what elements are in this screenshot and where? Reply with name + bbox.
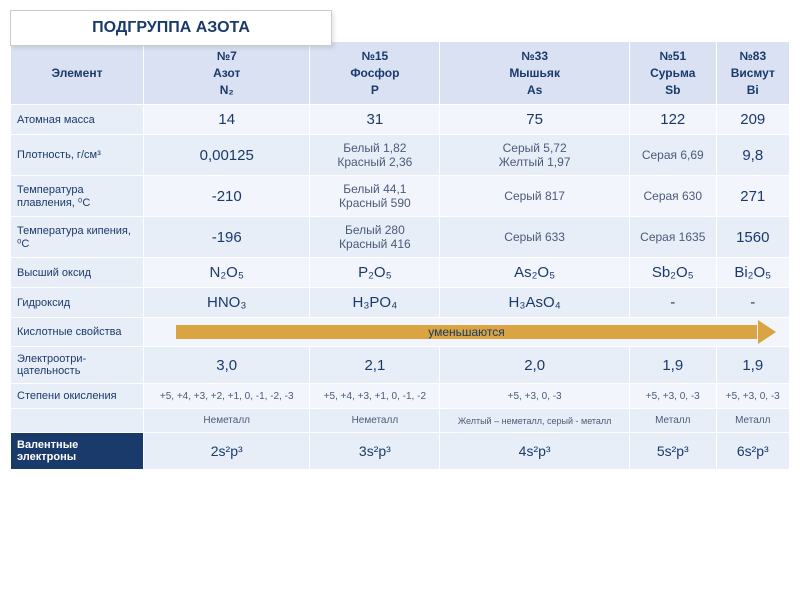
col-bi: №83ВисмутBi (716, 42, 789, 105)
cell-density-as: Серый 5,72Желтый 1,97 (440, 135, 630, 176)
row-melt: Температура плавления, ⁰С -210 Белый 44,… (11, 176, 790, 217)
row-oxstate: Степени окисления +5, +4, +3, +2, +1, 0,… (11, 384, 790, 409)
row-metal: Неметалл Неметалл Желтый – неметалл, сер… (11, 409, 790, 433)
row-hydroxide: Гидроксид HNO₃ H₃PO₄ H₃AsO₄ - - (11, 288, 790, 318)
row-oxide: Высший оксид N₂O₅ P₂O₅ As₂O₅ Sb₂O₅ Bi₂O₅ (11, 258, 790, 288)
row-mass: Атомная масса 14 31 75 122 209 (11, 105, 790, 135)
page-title: ПОДГРУППА АЗОТА (10, 10, 332, 46)
row-acid: Кислотные свойства уменьшаются (11, 318, 790, 347)
row-valence: Валентные электроны 2s²p³ 3s²p³ 4s²p³ 5s… (11, 433, 790, 470)
col-n: №7АзотN₂ (144, 42, 310, 105)
trend-arrow: уменьшаются (144, 318, 789, 346)
col-p: №15ФосфорP (310, 42, 440, 105)
col-sb: №51СурьмаSb (629, 42, 716, 105)
row-density: Плотность, г/см³ 0,00125 Белый 1,82Красн… (11, 135, 790, 176)
row-electroneg: Электроотри-цательность 3,0 2,1 2,0 1,9 … (11, 347, 790, 384)
col-element: Элемент (11, 42, 144, 105)
cell-density-p: Белый 1,82Красный 2,36 (310, 135, 440, 176)
cell-boil-p: Белый 280Красный 416 (310, 217, 440, 258)
row-boil: Температура кипения, ⁰С -196 Белый 280Кр… (11, 217, 790, 258)
cell-melt-p: Белый 44,1Красный 590 (310, 176, 440, 217)
col-as: №33МышьякAs (440, 42, 630, 105)
nitrogen-group-table: Элемент №7АзотN₂ №15ФосфорP №33МышьякAs … (10, 41, 790, 470)
